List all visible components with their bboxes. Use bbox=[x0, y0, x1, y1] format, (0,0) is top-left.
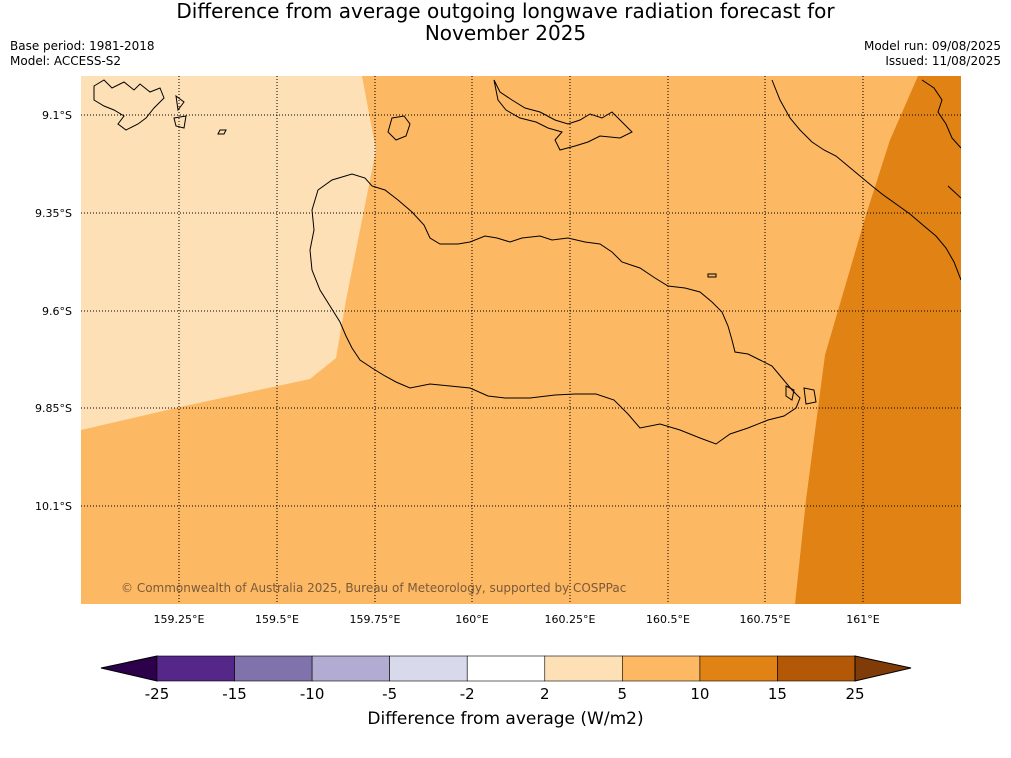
issued-date: Issued: 11/08/2025 bbox=[885, 54, 1001, 68]
colorbar-tick-label: 2 bbox=[540, 685, 550, 703]
copyright-note: © Commonwealth of Australia 2025, Bureau… bbox=[121, 581, 626, 595]
colorbar-tick-label: 5 bbox=[618, 685, 628, 703]
model-run: Model run: 09/08/2025 bbox=[863, 39, 1001, 53]
lat-label: 9.35°S bbox=[35, 207, 72, 220]
lat-label: 9.85°S bbox=[35, 402, 72, 415]
lon-label: 159.5°E bbox=[255, 613, 299, 626]
colorbar: -25 -15 -10 -5 -2 2 5 10 15 25 bbox=[100, 655, 912, 703]
lon-label: 159.25°E bbox=[154, 613, 205, 626]
colorbar-swatch bbox=[699, 655, 778, 682]
colorbar-label: Difference from average (W/m2) bbox=[367, 709, 644, 729]
colorbar-tick-label: 15 bbox=[768, 685, 787, 703]
graticule bbox=[81, 76, 961, 604]
latitude-labels: 9.1°S 9.35°S 9.6°S 9.85°S 10.1°S bbox=[35, 109, 72, 513]
colorbar-swatch bbox=[622, 655, 701, 682]
colorbar-extend-low bbox=[100, 655, 158, 682]
lon-label: 160.25°E bbox=[545, 613, 596, 626]
colorbar-swatch bbox=[234, 655, 313, 682]
longitude-labels: 159.25°E 159.5°E 159.75°E 160°E 160.25°E… bbox=[154, 613, 880, 626]
colorbar-tick-label: -15 bbox=[222, 685, 247, 703]
colorbar-swatch bbox=[156, 655, 235, 682]
colorbar-swatch bbox=[311, 655, 390, 682]
zone-2-5 bbox=[81, 76, 376, 430]
colorbar-tick-label: 25 bbox=[845, 685, 864, 703]
title-line-2: November 2025 bbox=[424, 21, 587, 45]
colorbar-swatch bbox=[466, 655, 546, 682]
title-line-1: Difference from average outgoing longwav… bbox=[176, 0, 835, 23]
colorbar-extend-high bbox=[854, 655, 912, 682]
zone-10-15 bbox=[795, 76, 961, 604]
lat-label: 9.1°S bbox=[42, 109, 72, 122]
coastlines bbox=[93, 79, 961, 445]
colorbar-swatch bbox=[777, 655, 856, 682]
meta-right: Model run: 09/08/2025 Issued: 11/08/2025 bbox=[864, 39, 1001, 69]
colorbar-tick-label: -10 bbox=[300, 685, 325, 703]
map-panel: © Commonwealth of Australia 2025, Bureau… bbox=[81, 76, 961, 604]
model-name: Model: ACCESS-S2 bbox=[10, 54, 122, 68]
colorbar-tick-label: -2 bbox=[460, 685, 475, 703]
lon-label: 159.75°E bbox=[350, 613, 401, 626]
lon-label: 160.75°E bbox=[740, 613, 791, 626]
meta-left: Base period: 1981-2018 Model: ACCESS-S2 bbox=[10, 39, 155, 69]
colorbar-tick-label: 10 bbox=[690, 685, 709, 703]
colorbar-swatch bbox=[389, 655, 468, 682]
lon-label: 160.5°E bbox=[646, 613, 690, 626]
lat-label: 10.1°S bbox=[35, 500, 72, 513]
colorbar-swatch bbox=[544, 655, 623, 682]
lat-label: 9.6°S bbox=[42, 305, 72, 318]
base-period: Base period: 1981-2018 bbox=[10, 39, 155, 53]
lon-label: 160°E bbox=[455, 613, 488, 626]
map-title: Difference from average outgoing longwav… bbox=[0, 0, 1011, 44]
colorbar-tick-label: -5 bbox=[382, 685, 397, 703]
lon-label: 161°E bbox=[846, 613, 879, 626]
colorbar-tick-label: -25 bbox=[145, 685, 170, 703]
